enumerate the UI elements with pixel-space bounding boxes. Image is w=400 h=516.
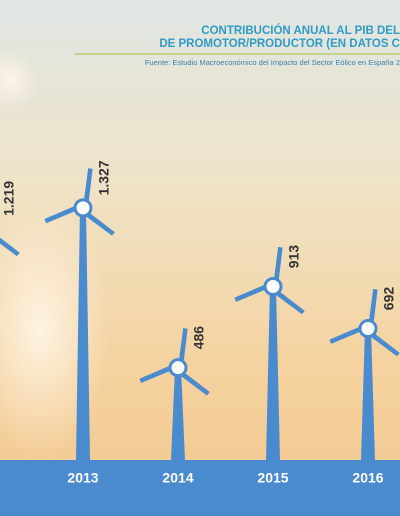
turbine-blade bbox=[83, 168, 93, 208]
turbine-blade bbox=[139, 366, 178, 384]
turbine-blade bbox=[273, 286, 305, 315]
chart-title: DE PROMOTOR/PRODUCTOR (EN DATOS C bbox=[159, 38, 400, 50]
turbine-tower bbox=[361, 328, 375, 460]
turbine-hub bbox=[358, 319, 378, 339]
turbine-hub bbox=[168, 358, 188, 378]
turbine-blade bbox=[178, 327, 188, 368]
chart-subtitle: Fuente: Estudio Macroeconómico del Impac… bbox=[145, 58, 400, 67]
x-tick-label: 2015 bbox=[257, 470, 288, 486]
ground-band bbox=[0, 460, 400, 516]
turbine-blade bbox=[44, 206, 83, 224]
value-label: 692 bbox=[381, 287, 397, 311]
turbine-blade bbox=[83, 207, 115, 236]
turbine-blade bbox=[273, 246, 283, 287]
value-label: 1.327 bbox=[96, 160, 112, 195]
cloud bbox=[0, 50, 40, 110]
turbine-hub bbox=[73, 198, 93, 218]
turbine-tower bbox=[171, 367, 185, 460]
turbine-blade bbox=[234, 285, 273, 302]
turbine-tower bbox=[266, 286, 280, 460]
x-tick-label: 2014 bbox=[162, 470, 193, 486]
x-tick-label: 2013 bbox=[67, 470, 98, 486]
value-label: 1.219 bbox=[1, 181, 17, 216]
value-label: 486 bbox=[191, 326, 207, 350]
turbine-blade bbox=[178, 367, 210, 396]
turbine-blade bbox=[368, 288, 378, 329]
turbine-tower bbox=[76, 207, 90, 460]
turbine-blade bbox=[0, 237, 20, 257]
x-tick-label: 2016 bbox=[352, 470, 383, 486]
turbine-blade bbox=[329, 327, 368, 344]
turbine-hub bbox=[263, 277, 283, 297]
turbine-blade bbox=[368, 328, 400, 357]
chart-title: CONTRIBUCIÓN ANUAL AL PIB DEL bbox=[201, 24, 400, 37]
value-label: 913 bbox=[286, 245, 302, 269]
